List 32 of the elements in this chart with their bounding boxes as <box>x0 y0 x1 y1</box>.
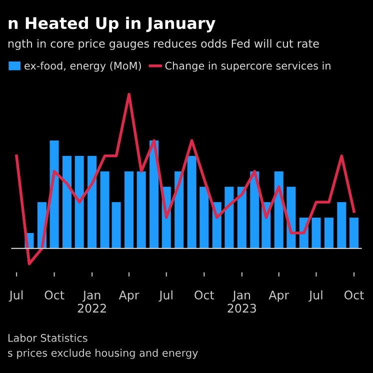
bar <box>112 202 121 248</box>
x-tick-label: Jan 2023 <box>228 290 256 313</box>
chart-subtitle: ngth in core price gauges reduces odds Fed will cut rate <box>8 39 319 50</box>
bar <box>74 156 84 248</box>
x-tick-label: Oct <box>194 290 214 300</box>
bar <box>237 186 246 248</box>
x-tick-label: Jul <box>8 290 23 302</box>
bar <box>312 218 321 248</box>
text: Labor Statistics <box>8 334 88 342</box>
x-tick-label: Jan 2022 <box>78 290 106 313</box>
bar <box>136 171 146 248</box>
bar <box>50 140 59 248</box>
bar <box>324 218 334 248</box>
text: s prices exclude housing and energy <box>8 348 198 359</box>
bar <box>88 156 97 248</box>
legend-label: Change in supercore services in <box>165 62 330 72</box>
bar <box>187 156 196 248</box>
bar <box>124 171 134 248</box>
bar <box>224 186 234 248</box>
bar <box>337 202 346 248</box>
bar <box>62 156 72 248</box>
bar <box>200 186 209 248</box>
chart-title: n Heated Up in January <box>8 16 216 32</box>
x-tick-label: Oct <box>344 290 364 300</box>
x-tick-label: Apr <box>268 290 290 302</box>
bar <box>100 171 110 248</box>
bar <box>349 218 359 248</box>
x-tick-label: Jul <box>158 290 172 302</box>
x-tick-label: Oct <box>44 290 64 300</box>
x-tick-label: Jul <box>308 290 322 302</box>
legend-label: ex-food, energy (MoM) <box>24 62 141 72</box>
x-tick-label: Apr <box>118 290 140 302</box>
